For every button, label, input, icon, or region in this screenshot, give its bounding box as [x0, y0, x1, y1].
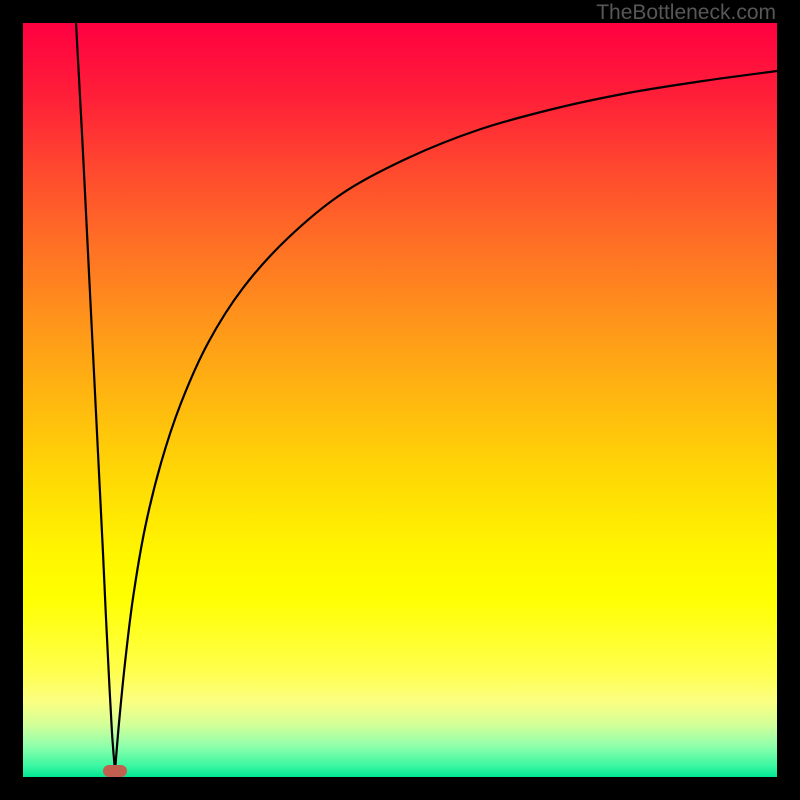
valley-marker [103, 765, 127, 777]
chart-frame: TheBottleneck.com [0, 0, 800, 800]
curve-right-branch [115, 71, 777, 771]
curve-layer [23, 23, 777, 777]
watermark-text: TheBottleneck.com [596, 1, 776, 25]
curve-left-branch [76, 23, 115, 771]
plot-area [23, 23, 777, 777]
